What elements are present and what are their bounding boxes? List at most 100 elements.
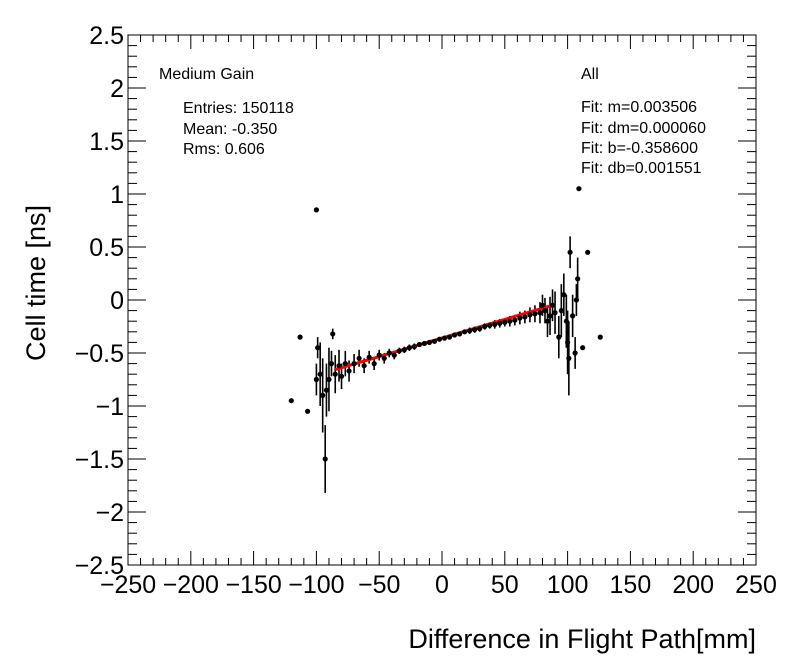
data-point: [315, 345, 321, 351]
data-point: [522, 314, 528, 320]
data-point: [305, 408, 311, 414]
category-label: All: [581, 66, 599, 83]
data-point: [426, 339, 433, 345]
data-point: [371, 361, 377, 367]
data-point: [396, 348, 402, 354]
x-tick-label: −250: [100, 571, 156, 599]
data-point: [556, 334, 562, 340]
x-tick-label: 0: [435, 571, 449, 599]
data-point: [597, 334, 603, 340]
data-point: [467, 328, 473, 334]
fit-db-label: Fit: db=0.001551: [581, 160, 702, 177]
data-point: [563, 318, 569, 324]
fit-b-label: Fit: b=-0.358600: [581, 140, 698, 157]
data-point: [401, 347, 407, 353]
data-point: [576, 186, 582, 192]
data-point: [482, 323, 488, 330]
data-point: [313, 207, 319, 213]
fit-dm-label: Fit: dm=0.000060: [581, 120, 706, 137]
y-tick-label: 2: [110, 75, 124, 103]
data-point: [366, 354, 372, 360]
y-tick-label: 1.5: [89, 128, 124, 156]
data-point: [542, 308, 548, 314]
data-point: [517, 315, 523, 321]
data-point: [487, 322, 493, 329]
x-tick-label: −100: [288, 571, 344, 599]
data-point: [573, 297, 579, 303]
data-point: [549, 302, 556, 308]
y-tick-label: −1.5: [75, 446, 124, 474]
data-point: [451, 332, 458, 338]
data-point: [328, 361, 335, 367]
y-axis: −2.5 −2 −1.5 −1 −0.5 0 0.5 1 1.5 2 2.5: [75, 22, 756, 580]
data-point: [356, 355, 362, 361]
data-point: [406, 345, 412, 351]
data-point: [561, 292, 567, 298]
data-point: [326, 376, 332, 383]
data-point: [456, 331, 463, 337]
x-tick-label: 150: [610, 571, 652, 599]
y-tick-label: −1: [95, 393, 124, 421]
data-point: [342, 361, 348, 367]
data-point: [330, 331, 336, 337]
data-point: [567, 249, 573, 255]
y-axis-title: Cell time [ns]: [21, 205, 51, 361]
data-point: [580, 345, 586, 351]
x-tick-label: 250: [735, 571, 777, 599]
x-axis: −250 −200 −150 −100 −50 0 50 100 150 200 250: [100, 35, 777, 599]
data-point: [323, 387, 330, 393]
data-point: [336, 363, 342, 369]
y-tick-label: 2.5: [89, 22, 124, 50]
data-point: [361, 363, 367, 369]
data-point: [477, 326, 483, 332]
data-point: [391, 352, 397, 358]
y-tick-label: −2.5: [75, 552, 124, 580]
x-tick-label: 50: [491, 571, 519, 599]
data-point: [565, 339, 571, 345]
fit-m-label: Fit: m=0.003506: [581, 99, 697, 116]
data-point: [332, 371, 338, 377]
stats-entries: Entries: 150118: [183, 100, 294, 117]
data-point: [472, 327, 478, 333]
data-point: [462, 329, 468, 335]
data-point: [552, 310, 558, 316]
data-point: [431, 338, 438, 344]
data-point: [502, 319, 508, 325]
stats-mean: Mean: -0.350: [183, 121, 277, 138]
y-tick-label: −2: [95, 499, 124, 527]
data-point: [572, 350, 578, 356]
data-point: [507, 318, 513, 324]
gain-label: Medium Gain: [159, 66, 254, 83]
data-point: [566, 355, 572, 361]
x-tick-label: 100: [547, 571, 589, 599]
data-point: [381, 355, 387, 361]
data-markers: [288, 186, 603, 462]
data-point: [411, 344, 417, 350]
data-point: [547, 313, 553, 319]
data-point: [441, 335, 448, 341]
x-tick-label: −50: [358, 571, 400, 599]
x-axis-title: Difference in Flight Path[mm]: [408, 624, 756, 654]
data-point: [320, 392, 326, 398]
data-point: [421, 340, 428, 347]
data-point: [575, 276, 581, 282]
data-point: [558, 308, 564, 314]
data-point: [386, 350, 392, 356]
stats-rms: Rms: 0.606: [183, 141, 265, 158]
data-point: [376, 352, 382, 358]
data-point: [317, 371, 323, 377]
y-tick-label: −0.5: [75, 340, 124, 368]
data-point: [322, 456, 328, 462]
y-tick-label: 0: [110, 287, 124, 315]
data-point: [585, 249, 591, 255]
data-point: [436, 336, 443, 342]
data-point: [570, 313, 576, 319]
y-tick-label: 1: [110, 181, 124, 209]
data-point: [537, 310, 543, 316]
data-point: [346, 368, 352, 374]
data-point: [539, 302, 546, 308]
data-point: [313, 376, 319, 383]
data-point: [338, 373, 345, 379]
data-point: [492, 321, 498, 327]
